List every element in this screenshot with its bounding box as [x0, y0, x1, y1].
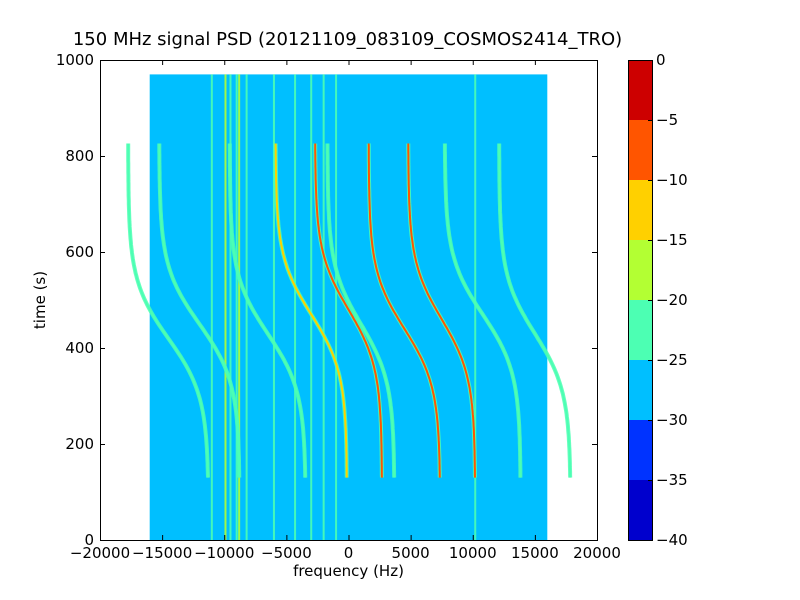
doppler-track	[498, 143, 572, 478]
x-tick-label: 10000	[449, 544, 497, 562]
colorbar-tick-label: −25	[656, 351, 688, 369]
heatmap-area	[126, 74, 573, 541]
colorbar: 0 −5 −10 −15 −20 −25 −30 −35 −40	[628, 51, 688, 549]
x-tick-label: 15000	[511, 544, 559, 562]
colorbar-segment	[628, 480, 652, 540]
doppler-track	[127, 143, 209, 478]
doppler-track	[407, 143, 476, 478]
colorbar-tick-label: −35	[656, 471, 688, 489]
x-tick-label: 0	[344, 544, 354, 562]
y-tick-label: 400	[65, 339, 94, 357]
y-axis-label: time (s)	[31, 270, 49, 330]
x-tick-label: −20000	[70, 544, 130, 562]
colorbar-tick-label: −15	[656, 231, 688, 249]
x-tick-label: −5000	[261, 544, 312, 562]
colorbar-tick-label: −40	[656, 531, 688, 549]
doppler-track	[367, 143, 441, 478]
colorbar-segment	[628, 120, 652, 180]
colorbar-tick-label: −10	[656, 171, 688, 189]
doppler-track	[314, 143, 383, 478]
x-tick-label: 5000	[392, 544, 430, 562]
y-tick-label: 1000	[56, 51, 94, 69]
colorbar-tick-label: 0	[656, 51, 666, 69]
x-tick-label: −10000	[194, 544, 254, 562]
colorbar-tick-label: −5	[656, 111, 678, 129]
doppler-track	[326, 143, 396, 478]
doppler-track	[443, 143, 522, 478]
colorbar-segment	[628, 60, 652, 120]
y-tick-label: 200	[65, 435, 94, 453]
doppler-track	[228, 143, 307, 478]
doppler-track	[158, 143, 241, 478]
colorbar-tick-label: −20	[656, 291, 688, 309]
chart-title: 150 MHz signal PSD (20121109_083109_COSM…	[72, 29, 623, 50]
colorbar-segment	[628, 180, 652, 240]
x-tick-label: −15000	[132, 544, 192, 562]
y-tick-label: 600	[65, 243, 94, 261]
colorbar-segment	[628, 360, 652, 420]
colorbar-frame	[628, 60, 653, 541]
colorbar-segment	[628, 240, 652, 300]
x-axis-label: frequency (Hz)	[293, 562, 404, 580]
colorbar-segment	[628, 420, 652, 480]
axes: −20000 −15000 −10000 −5000 0 5000 10000 15000 20…	[56, 51, 621, 562]
colorbar-tick-label: −30	[656, 411, 688, 429]
y-tick-label: 0	[84, 531, 94, 549]
x-tick-label: 20000	[573, 544, 621, 562]
doppler-track	[274, 143, 348, 478]
colorbar-segment	[628, 300, 652, 360]
y-tick-label: 800	[65, 147, 94, 165]
